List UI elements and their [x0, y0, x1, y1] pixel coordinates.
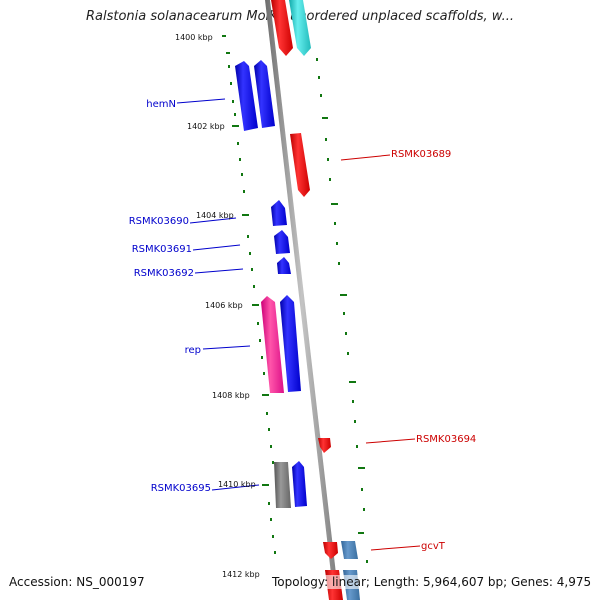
gene-label-RSMK03691[interactable]: RSMK03691 — [132, 244, 192, 255]
gene-block-top-cyan[interactable] — [289, 0, 311, 56]
outer-tick-marks — [316, 58, 368, 563]
gene-block-rep-pink[interactable] — [261, 296, 284, 393]
gene-label-RSMK03694[interactable]: RSMK03694 — [416, 434, 476, 445]
gene-block-hemN-right[interactable] — [254, 60, 275, 128]
left-gene-labels: hemN RSMK03690 RSMK03691 RSMK03692 rep R… — [129, 99, 211, 494]
gene-label-rep[interactable]: rep — [185, 345, 201, 356]
genome-backbone — [265, 0, 339, 600]
gene-block-rep-blue[interactable] — [280, 295, 301, 392]
gene-blocks — [235, 0, 360, 600]
gene-block-RSMK03690[interactable] — [271, 200, 287, 226]
tick-label-1404: 1404 kbp — [196, 211, 234, 220]
tick-label-1410: 1410 kbp — [218, 480, 256, 489]
tick-labels: 1400 kbp 1402 kbp 1404 kbp 1406 kbp 1408… — [175, 33, 260, 579]
gene-label-RSMK03695[interactable]: RSMK03695 — [151, 483, 211, 494]
gene-block-gcvT-steel[interactable] — [341, 541, 358, 559]
gene-block-RSMK03695-blue[interactable] — [292, 461, 307, 507]
inner-tick-marks — [222, 35, 276, 554]
right-gene-labels: RSMK03689 RSMK03694 gcvT — [391, 149, 476, 552]
label-leaders — [176, 98, 421, 551]
gene-block-gcvT[interactable] — [323, 542, 338, 559]
gene-block-RSMK03691[interactable] — [274, 230, 290, 254]
tick-label-1406: 1406 kbp — [205, 301, 243, 310]
tick-label-1412: 1412 kbp — [222, 570, 260, 579]
gene-label-gcvT[interactable]: gcvT — [421, 541, 446, 552]
gene-block-RSMK03694[interactable] — [318, 438, 331, 453]
gene-label-RSMK03692[interactable]: RSMK03692 — [134, 268, 194, 279]
gene-block-top-red[interactable] — [271, 0, 293, 56]
accession-text: Accession: NS_000197 — [9, 575, 145, 589]
gene-label-hemN[interactable]: hemN — [146, 99, 176, 110]
summary-text: Topology: linear; Length: 5,964,607 bp; … — [272, 575, 592, 589]
tick-label-1408: 1408 kbp — [212, 391, 250, 400]
gene-block-RSMK03692[interactable] — [277, 257, 291, 274]
gene-label-RSMK03690[interactable]: RSMK03690 — [129, 216, 189, 227]
tick-label-1402: 1402 kbp — [187, 122, 225, 131]
tick-label-1400: 1400 kbp — [175, 33, 213, 42]
gene-block-hemN-left[interactable] — [235, 61, 258, 131]
gene-block-RSMK03689[interactable] — [290, 133, 310, 197]
gene-label-RSMK03689[interactable]: RSMK03689 — [391, 149, 451, 160]
gene-block-RSMK03695[interactable] — [274, 462, 291, 508]
